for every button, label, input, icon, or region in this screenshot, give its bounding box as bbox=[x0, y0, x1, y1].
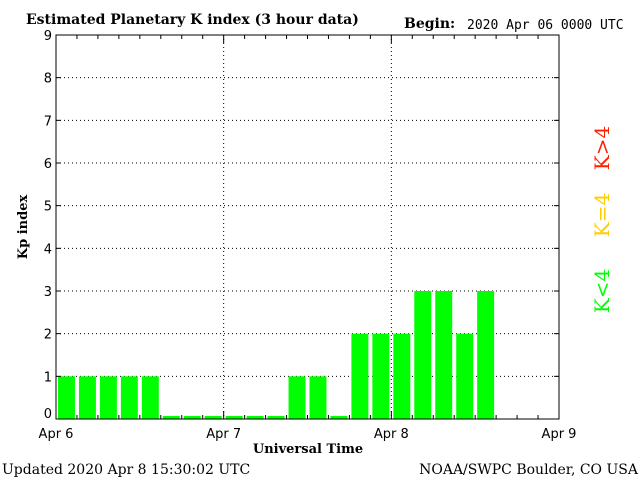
kp-bar bbox=[78, 376, 96, 419]
kp-bar bbox=[246, 416, 264, 419]
legend-k-equal-4: K=4 bbox=[590, 193, 614, 237]
kp-bar bbox=[309, 376, 327, 419]
y-tick-label: 3 bbox=[44, 285, 52, 300]
source-credit: NOAA/SWPC Boulder, CO USA bbox=[419, 462, 639, 478]
kp-bar bbox=[477, 291, 495, 419]
y-tick-label: 5 bbox=[44, 200, 52, 215]
kp-bar bbox=[58, 376, 75, 419]
bars-group bbox=[58, 291, 495, 419]
kp-bar bbox=[288, 376, 306, 419]
kp-bar bbox=[183, 416, 201, 419]
kp-bar bbox=[372, 333, 390, 419]
x-axis-ticks: Apr 6 Apr 7 Apr 8 Apr 9 bbox=[39, 35, 577, 442]
legend-k-below-4: K<4 bbox=[590, 269, 614, 313]
y-tick-label: 4 bbox=[44, 242, 52, 257]
kp-bar bbox=[414, 291, 432, 419]
kp-bar bbox=[330, 416, 348, 419]
x-tick-label: Apr 6 bbox=[39, 427, 74, 442]
x-tick-label: Apr 9 bbox=[542, 427, 577, 442]
chart-title: Estimated Planetary K index (3 hour data… bbox=[26, 12, 359, 28]
y-tick-label: 2 bbox=[44, 328, 52, 343]
grid-lines bbox=[56, 35, 559, 419]
y-tick-label: 7 bbox=[44, 114, 52, 129]
kp-bar bbox=[435, 291, 453, 419]
kp-bar bbox=[162, 416, 180, 419]
y-axis-ticks: 0 1 2 3 4 5 6 7 8 9 bbox=[44, 29, 559, 422]
kp-bar bbox=[204, 416, 222, 419]
kp-bar bbox=[351, 333, 369, 419]
legend-k-above-4: K>4 bbox=[590, 126, 614, 170]
y-tick-label: 0 bbox=[44, 407, 52, 422]
x-tick-label: Apr 7 bbox=[206, 427, 241, 442]
updated-timestamp: Updated 2020 Apr 8 15:30:02 UTC bbox=[2, 462, 250, 478]
y-axis-label: Kp index bbox=[16, 195, 31, 260]
kp-bar bbox=[120, 376, 138, 419]
plot-frame bbox=[55, 34, 560, 420]
y-tick-label: 6 bbox=[44, 157, 52, 172]
begin-value: 2020 Apr 06 0000 UTC bbox=[467, 18, 624, 33]
kp-bar bbox=[141, 376, 159, 419]
y-tick-label: 8 bbox=[44, 72, 52, 87]
x-axis-label: Universal Time bbox=[253, 442, 363, 457]
kp-bar bbox=[393, 333, 411, 419]
kp-bar bbox=[456, 333, 474, 419]
y-tick-label: 9 bbox=[44, 29, 52, 44]
kp-bar bbox=[99, 376, 117, 419]
kp-bar bbox=[267, 416, 285, 419]
y-tick-label: 1 bbox=[44, 370, 52, 385]
begin-label: Begin: bbox=[404, 16, 455, 32]
x-tick-label: Apr 8 bbox=[374, 427, 409, 442]
kp-bar bbox=[225, 416, 243, 419]
